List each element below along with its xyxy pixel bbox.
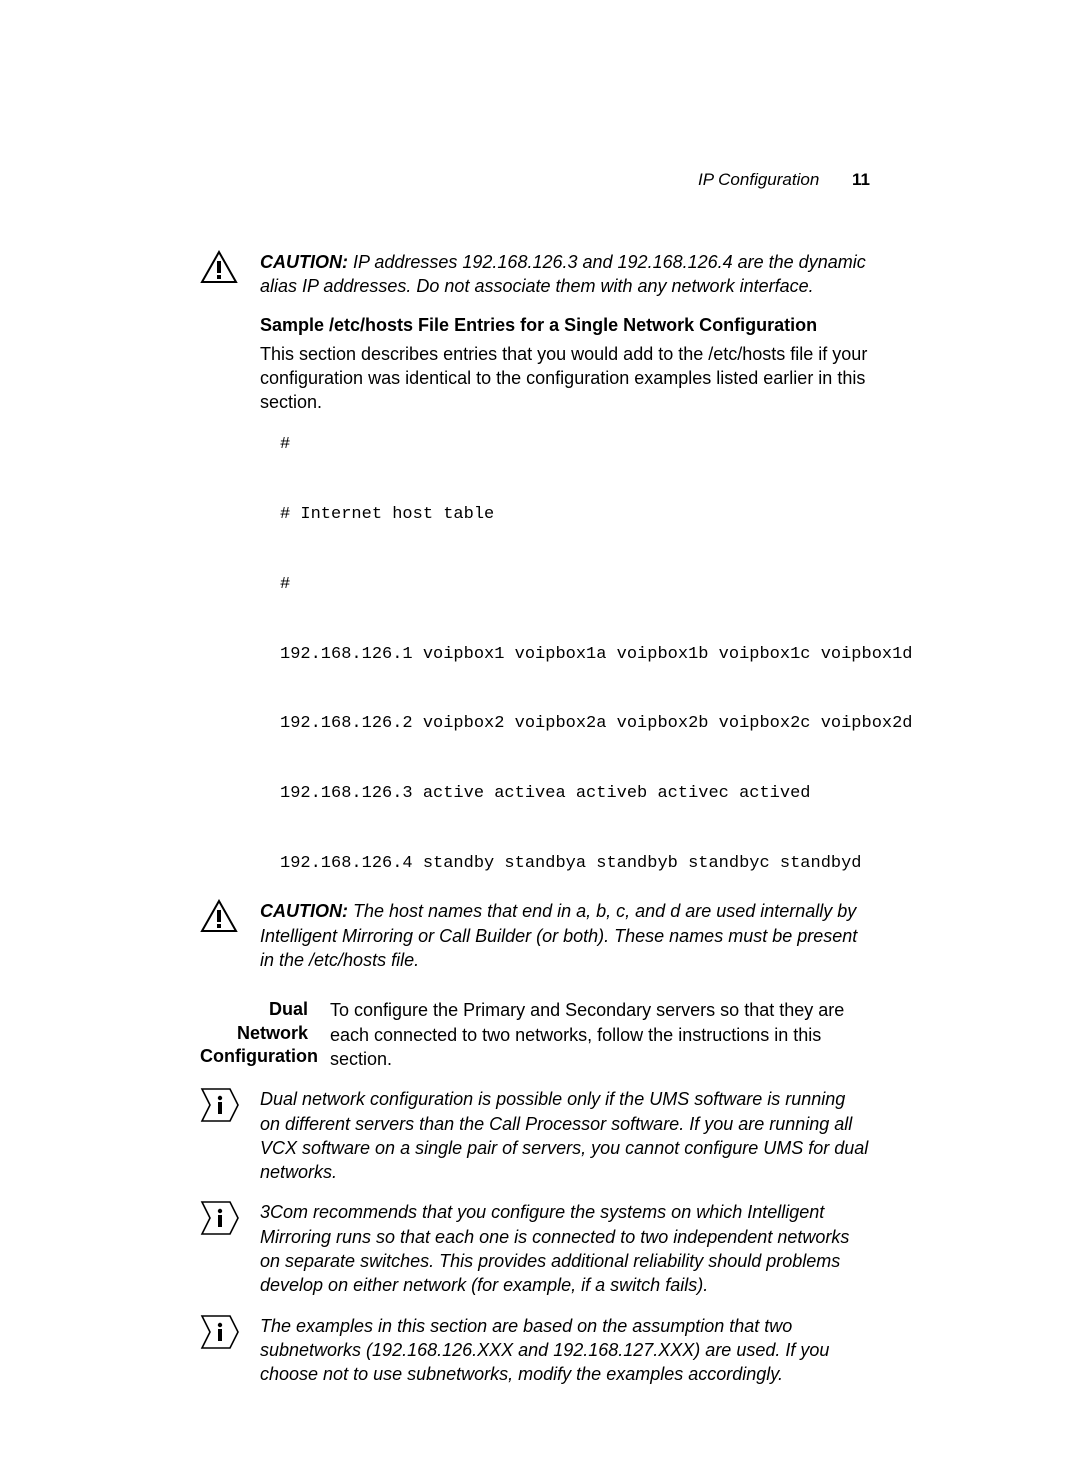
info-block-2: 3Com recommends that you configure the s… [200,1200,870,1297]
info-text-3: The examples in this section are based o… [260,1314,870,1387]
info-icon [200,1314,260,1350]
page-number: 11 [852,170,870,189]
sample-section: Sample /etc/hosts File Entries for a Sin… [260,315,870,415]
caution-text-2: CAUTION: The host names that end in a, b… [260,899,870,972]
caution-label: CAUTION: [260,901,348,921]
caution-block-2: CAUTION: The host names that end in a, b… [200,899,870,972]
side-label-dual: Dual Network Configuration [200,998,330,1068]
caution-body: IP addresses 192.168.126.3 and 192.168.1… [260,252,866,296]
sample-heading: Sample /etc/hosts File Entries for a Sin… [260,315,870,336]
caution-icon [200,250,260,284]
hosts-file-block: # # Internet host table # 192.168.126.1 … [280,428,870,881]
info-block-3: The examples in this section are based o… [200,1314,870,1387]
info-icon [200,1200,260,1236]
caution-icon [200,899,260,933]
info-text-2: 3Com recommends that you configure the s… [260,1200,870,1297]
caution-label: CAUTION: [260,252,348,272]
info-block-1: Dual network configuration is possible o… [200,1087,870,1184]
info-icon [200,1087,260,1123]
dual-network-row: Dual Network Configuration To configure … [200,998,870,1071]
caution-body: The host names that end in a, b, c, and … [260,901,857,970]
caution-block-1: CAUTION: IP addresses 192.168.126.3 and … [200,250,870,299]
header-section: IP Configuration [698,170,819,189]
sample-intro: This section describes entries that you … [260,342,870,415]
document-page: IP Configuration 11 CAUTION: IP addresse… [0,0,1080,1463]
dual-intro: To configure the Primary and Secondary s… [330,998,870,1071]
page-header: IP Configuration 11 [200,170,870,190]
caution-text-1: CAUTION: IP addresses 192.168.126.3 and … [260,250,870,299]
info-text-1: Dual network configuration is possible o… [260,1087,870,1184]
